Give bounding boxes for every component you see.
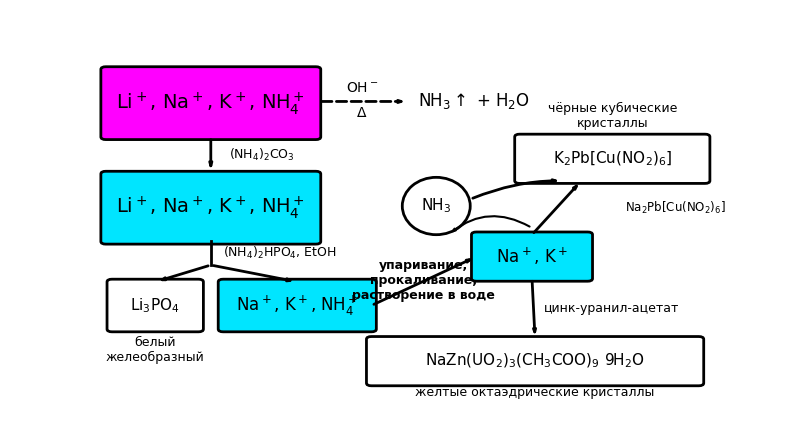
Text: OH$^-$: OH$^-$ [346, 81, 379, 95]
FancyBboxPatch shape [367, 336, 704, 386]
Text: чёрные кубические
кристаллы: чёрные кубические кристаллы [548, 102, 677, 130]
Text: K$_2$Pb[Cu(NO$_2$)$_6$]: K$_2$Pb[Cu(NO$_2$)$_6$] [552, 150, 672, 168]
Text: NH$_3$: NH$_3$ [421, 197, 451, 215]
Text: Na$^+$, K$^+$, NH$_4^+$: Na$^+$, K$^+$, NH$_4^+$ [237, 293, 358, 318]
Text: NaZn(UO$_2$)$_3$(CH$_3$COO)$_9$ 9H$_2$O: NaZn(UO$_2$)$_3$(CH$_3$COO)$_9$ 9H$_2$O [426, 352, 645, 371]
Text: (NH$_4$)$_2$HPO$_4$, EtOH: (NH$_4$)$_2$HPO$_4$, EtOH [223, 245, 337, 261]
Text: Li$^+$, Na$^+$, K$^+$, NH$_4^+$: Li$^+$, Na$^+$, K$^+$, NH$_4^+$ [116, 90, 305, 117]
FancyBboxPatch shape [101, 67, 320, 140]
Text: цинк-уранил-ацетат: цинк-уранил-ацетат [544, 302, 680, 315]
Text: (NH$_4$)$_2$CO$_3$: (NH$_4$)$_2$CO$_3$ [230, 147, 295, 163]
Text: упаривание,
прокаливание,
растворение в воде: упаривание, прокаливание, растворение в … [352, 259, 496, 302]
Text: Li$_3$PO$_4$: Li$_3$PO$_4$ [131, 296, 180, 315]
Text: Li$^+$, Na$^+$, K$^+$, NH$_4^+$: Li$^+$, Na$^+$, K$^+$, NH$_4^+$ [116, 194, 305, 221]
FancyBboxPatch shape [515, 134, 710, 184]
Text: Na$^+$, K$^+$: Na$^+$, K$^+$ [496, 246, 568, 267]
FancyBboxPatch shape [101, 171, 320, 244]
FancyBboxPatch shape [472, 232, 592, 281]
FancyBboxPatch shape [218, 279, 376, 332]
Text: $\Delta$: $\Delta$ [356, 106, 368, 120]
Text: белый
желеобразный: белый желеобразный [106, 336, 205, 364]
Ellipse shape [402, 177, 470, 235]
Text: жёлтые октаэдрические кристаллы: жёлтые октаэдрические кристаллы [415, 386, 655, 399]
FancyBboxPatch shape [107, 279, 203, 332]
Text: NH$_3$$\uparrow$ + H$_2$O: NH$_3$$\uparrow$ + H$_2$O [418, 92, 530, 111]
Text: Na$_2$Pb[Cu(NO$_2$)$_6$]: Na$_2$Pb[Cu(NO$_2$)$_6$] [625, 200, 725, 216]
